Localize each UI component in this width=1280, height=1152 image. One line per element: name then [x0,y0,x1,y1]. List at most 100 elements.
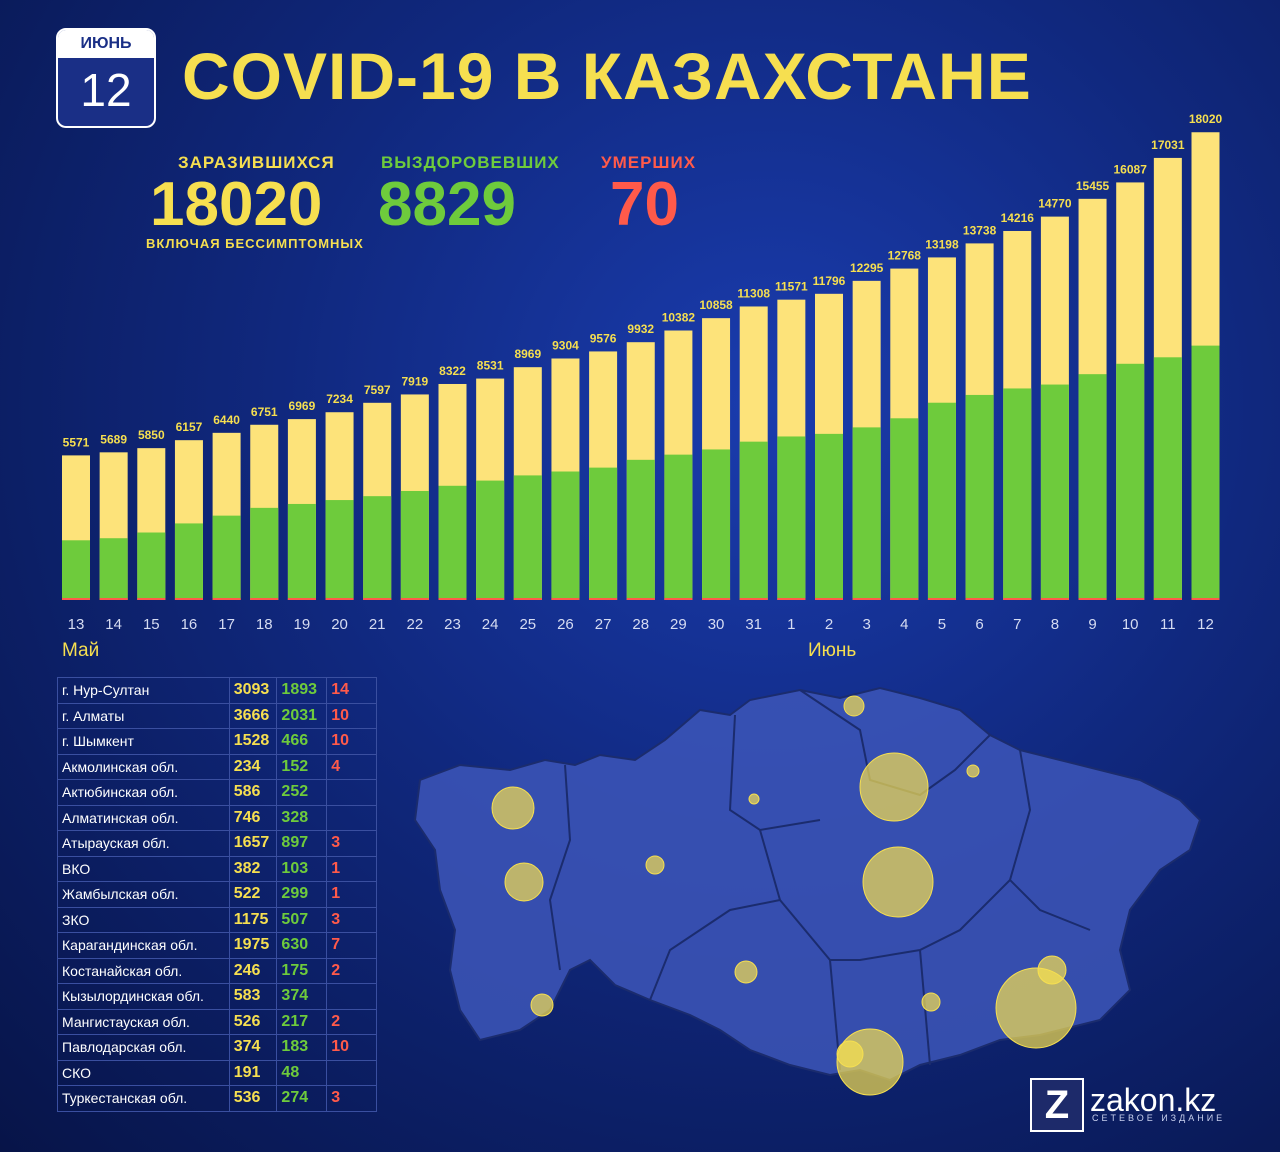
map-circle [748,793,760,805]
region-name: Карагандинская обл. [57,932,230,959]
bar-value-label: 14770 [1038,197,1072,211]
bar-recovered [513,475,542,600]
bar-dead [174,598,203,600]
region-recovered: 217 [276,1008,328,1035]
bar-value-label: 17031 [1151,138,1185,152]
region-name: г. Алматы [57,702,230,729]
region-infected: 1657 [228,830,278,857]
bar-value-label: 8531 [477,359,504,373]
zakon-logo-text[interactable]: zakon.kz [1090,1082,1217,1118]
bar-recovered [400,490,429,600]
table-row: г. Шымкент 1528 466 10 [57,728,377,755]
region-infected: 1528 [228,728,278,755]
region-dead: 2 [326,1008,377,1035]
x-tick-label: 19 [294,616,311,633]
bar-dead [1003,598,1032,600]
dead-value: 70 [610,170,679,239]
region-infected: 1175 [228,906,278,933]
bar-value-label: 11796 [813,274,846,288]
table-row: Костанайская обл. 246 175 2 [57,957,377,984]
bar-dead [476,598,505,600]
map-circle [995,967,1077,1049]
table-row: Актюбинская обл. 586 252 [57,779,377,806]
bar-value-label: 7234 [326,392,353,406]
bar-recovered [363,496,392,600]
bar-value-label: 16087 [1114,162,1148,176]
bar-recovered [1003,388,1032,600]
bar-dead [438,598,467,600]
region-name: Кызылординская обл. [57,983,230,1010]
bar-recovered [664,454,693,600]
region-name: Мангистауская обл. [57,1008,230,1035]
region-infected: 3666 [228,702,278,729]
x-tick-label: 22 [407,616,424,633]
bar-value-label: 18020 [1189,112,1223,126]
bar-recovered [626,459,655,600]
bar-recovered [174,523,203,600]
x-tick-label: 26 [557,616,574,633]
bar-value-label: 5689 [100,432,127,446]
region-recovered: 48 [276,1059,328,1086]
region-infected: 374 [228,1034,278,1061]
region-infected: 234 [228,753,278,780]
bar-recovered [325,500,354,600]
table-row: Акмолинская обл. 234 152 4 [57,753,377,780]
region-dead: 14 [326,677,377,704]
region-infected: 3093 [228,677,278,704]
region-dead: 3 [326,906,377,933]
bar-recovered [551,471,580,600]
x-tick-label: 24 [482,616,499,633]
bar-recovered [739,441,768,600]
bar-recovered [212,515,241,600]
map-circle [734,960,758,984]
bar-recovered [890,418,919,600]
region-dead: 3 [326,830,377,857]
table-row: ВКО 382 103 1 [57,855,377,882]
bar-value-label: 6440 [213,413,240,427]
kazakhstan-map [413,686,1202,1096]
region-dead [326,1059,377,1086]
bar-value-label: 10382 [662,311,696,325]
region-table: г. Нур-Султан 3093 1893 14 г. Алматы 3666 2031… [57,677,377,1112]
region-name: ВКО [57,855,230,882]
x-tick-label: 5 [938,616,946,633]
region-dead: 2 [326,957,377,984]
x-tick-label: 11 [1160,616,1176,633]
bar-dead [1191,598,1220,600]
map-circle [504,862,544,902]
bar-dead [890,598,919,600]
bar-recovered [589,467,618,600]
bar-dead [702,598,731,600]
region-recovered: 299 [276,881,328,908]
x-tick-label: 27 [595,616,612,633]
map-circle [843,695,865,717]
zakon-logo-subtitle: СЕТЕВОЕ ИЗДАНИЕ [1092,1113,1226,1123]
bar-recovered [815,433,843,600]
x-tick-label: 6 [975,616,983,633]
x-tick-label: 21 [369,616,386,633]
bar-recovered [927,402,956,600]
table-row: ЗКО 1175 507 3 [57,906,377,933]
recovered-label: ВЫЗДОРОВЕВШИХ [381,153,560,172]
bar-dead [626,598,655,600]
bar-value-label: 12768 [888,249,922,263]
region-recovered: 274 [276,1085,328,1112]
x-tick-label: 8 [1051,616,1059,633]
region-infected: 746 [228,804,278,831]
region-dead [326,779,377,806]
map-circle [859,752,929,822]
bar-recovered [438,485,467,600]
map-circle [645,855,665,875]
x-tick-label: 23 [444,616,461,633]
table-row: Павлодарская обл. 374 183 10 [57,1034,377,1061]
region-infected: 586 [228,779,278,806]
region-name: СКО [57,1059,230,1086]
region-name: Акмолинская обл. [57,753,230,780]
x-tick-label: 20 [331,616,348,633]
x-tick-label: 14 [105,616,122,633]
x-tick-label: 1 [787,616,795,633]
region-name: Туркестанская обл. [57,1085,230,1112]
region-recovered: 152 [276,753,328,780]
region-dead: 10 [326,702,377,729]
map-circles [491,695,1077,1096]
